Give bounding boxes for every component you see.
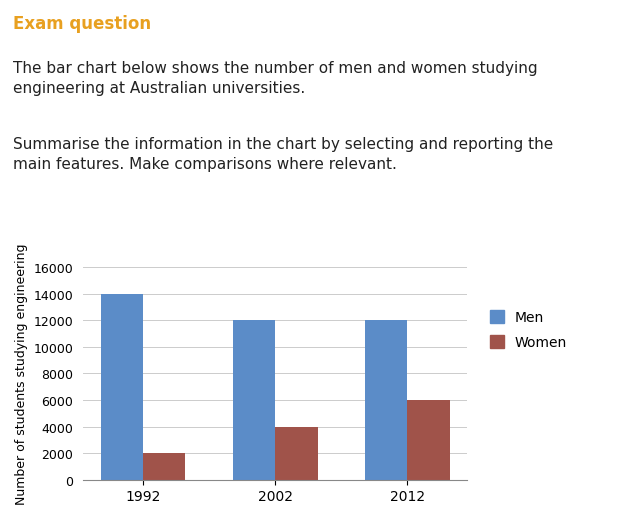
- Bar: [143, 453, 186, 480]
- Bar: [233, 321, 275, 480]
- Text: The bar chart below shows the number of men and women studying
engineering at Au: The bar chart below shows the number of …: [13, 61, 538, 96]
- Bar: [365, 321, 408, 480]
- Bar: [275, 427, 317, 480]
- Text: Exam question: Exam question: [13, 15, 151, 33]
- Y-axis label: Number of students studying engineering: Number of students studying engineering: [15, 243, 28, 504]
- Legend: Men, Women: Men, Women: [486, 307, 572, 353]
- Bar: [408, 400, 450, 480]
- Bar: [100, 294, 143, 480]
- Text: Summarise the information in the chart by selecting and reporting the
main featu: Summarise the information in the chart b…: [13, 136, 553, 172]
